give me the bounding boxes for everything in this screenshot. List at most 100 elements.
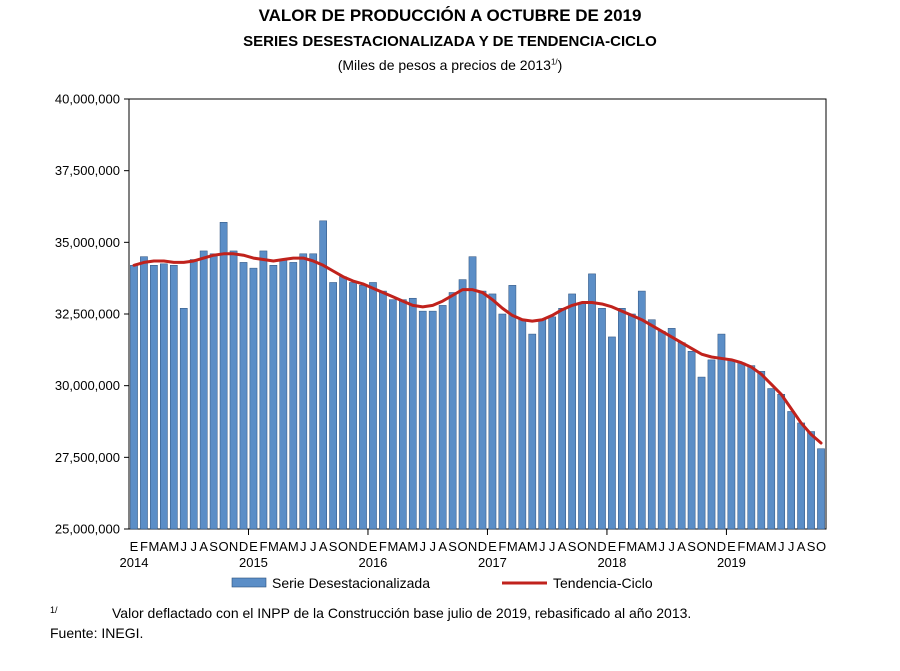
bar xyxy=(737,362,746,530)
bar xyxy=(667,328,676,530)
x-month-label: E xyxy=(488,539,497,554)
bar xyxy=(150,265,158,530)
x-month-label: M xyxy=(626,539,637,554)
x-month-label: S xyxy=(448,539,457,554)
bar xyxy=(787,411,795,530)
bar xyxy=(637,290,646,530)
bar xyxy=(309,253,318,530)
x-month-label: M xyxy=(268,539,279,554)
y-tick-label: 27,500,000 xyxy=(55,450,120,465)
x-month-label: J xyxy=(778,539,785,554)
bar xyxy=(359,285,367,530)
x-month-label: F xyxy=(140,539,148,554)
x-month-label: E xyxy=(369,539,378,554)
footnote-note: 1/Valor deflactado con el INPP de la Con… xyxy=(50,605,691,621)
bar xyxy=(458,279,467,530)
bar xyxy=(647,319,656,530)
bar-series xyxy=(130,220,825,530)
x-month-label: J xyxy=(190,539,197,554)
bar xyxy=(448,292,457,530)
trend-line xyxy=(132,252,823,445)
x-month-label: F xyxy=(737,539,745,554)
bar xyxy=(717,333,726,530)
bar xyxy=(558,308,566,530)
y-tick-label: 35,000,000 xyxy=(55,235,120,250)
unit-superscript: 1/ xyxy=(550,57,558,67)
x-month-label: J xyxy=(549,539,556,554)
x-month-label: M xyxy=(527,539,538,554)
x-month-label: M xyxy=(387,539,398,554)
bar xyxy=(588,273,596,530)
legend: Serie Desestacionalizada Tendencia-Ciclo xyxy=(231,575,653,591)
x-month-label: J xyxy=(658,539,665,554)
bar xyxy=(468,256,477,530)
bar xyxy=(797,422,805,530)
x-month-label: M xyxy=(407,539,418,554)
x-month-label: A xyxy=(797,539,806,554)
x-month-label: E xyxy=(249,539,258,554)
x-month-label: M xyxy=(746,539,757,554)
x-month-label: A xyxy=(637,539,646,554)
bar xyxy=(130,265,138,530)
bar xyxy=(269,265,278,530)
bar xyxy=(518,319,527,530)
bar xyxy=(299,253,308,530)
bar xyxy=(747,365,756,530)
x-month-label: D xyxy=(478,539,487,554)
x-year-label: 2014 xyxy=(120,555,149,570)
bar xyxy=(498,313,507,530)
x-month-label: D xyxy=(717,539,726,554)
x-month-label: A xyxy=(319,539,328,554)
y-tick-label: 37,500,000 xyxy=(55,163,120,178)
bar xyxy=(169,265,178,530)
x-month-label: A xyxy=(160,539,169,554)
x-month-label: S xyxy=(568,539,577,554)
bar xyxy=(219,222,228,530)
bar xyxy=(389,299,397,530)
x-month-label: O xyxy=(816,539,826,554)
bar xyxy=(428,310,437,530)
bar xyxy=(817,448,825,530)
chart-title: VALOR DE PRODUCCIÓN A OCTUBRE DE 2019 xyxy=(258,6,642,25)
x-year-label: 2015 xyxy=(239,555,268,570)
bar xyxy=(478,290,487,530)
x-month-label: A xyxy=(518,539,527,554)
x-month-label: O xyxy=(338,539,348,554)
bar xyxy=(319,220,327,530)
bar xyxy=(408,297,417,530)
bar xyxy=(179,308,188,530)
bar xyxy=(239,262,248,530)
y-tick-label: 40,000,000 xyxy=(55,92,120,107)
x-month-label: J xyxy=(539,539,546,554)
bar xyxy=(807,431,815,530)
x-month-label: A xyxy=(558,539,567,554)
bar xyxy=(687,351,696,530)
x-month-label: E xyxy=(608,539,617,554)
bar xyxy=(538,319,547,530)
bar xyxy=(777,394,786,530)
x-month-label: A xyxy=(677,539,686,554)
bar xyxy=(279,259,288,530)
unit-text: (Miles de pesos a precios de 2013 xyxy=(337,57,551,73)
bar xyxy=(249,267,258,530)
x-month-label: N xyxy=(468,539,477,554)
x-month-label: J xyxy=(181,539,188,554)
bar xyxy=(488,293,497,530)
bar xyxy=(757,371,766,530)
x-month-label: A xyxy=(438,539,447,554)
bar xyxy=(339,276,347,530)
x-month-label: D xyxy=(239,539,248,554)
y-axis: 25,000,000 27,500,000 30,000,000 32,500,000… xyxy=(55,92,129,537)
x-month-label: J xyxy=(419,539,426,554)
bar xyxy=(677,342,686,530)
legend-bar-label: Serie Desestacionalizada xyxy=(272,575,430,591)
bar xyxy=(259,250,268,530)
bar xyxy=(160,263,168,530)
y-tick-label: 30,000,000 xyxy=(55,378,120,393)
x-month-label: M xyxy=(168,539,179,554)
bar xyxy=(727,359,736,530)
x-month-label: S xyxy=(329,539,338,554)
bar xyxy=(578,302,586,530)
unit-close: ) xyxy=(557,57,563,73)
